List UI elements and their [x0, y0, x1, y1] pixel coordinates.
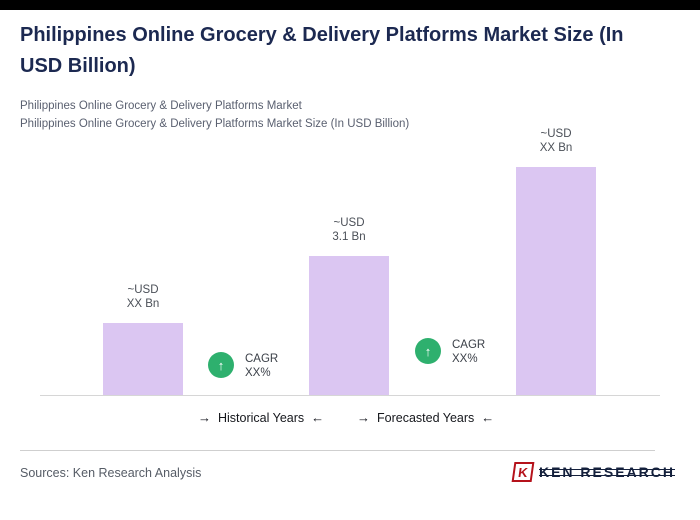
page-title: Philippines Online Grocery & Delivery Pl… [20, 24, 624, 77]
legend-forecasted-years: → Forecasted Years ← [357, 410, 494, 425]
bar-value-label: ~USD XX Bn [103, 283, 183, 311]
cagr-word: CAGR [452, 339, 486, 351]
ken-research-logo-icon: K [511, 462, 535, 482]
ken-research-logo: K KEN RESEARCH [511, 462, 675, 482]
bar-value-label: ~USD XX Bn [516, 127, 596, 155]
bar-value-line1: ~USD [127, 284, 159, 296]
bar-value-line2: 3.1 Bn [332, 231, 366, 243]
bar-value-label: ~USD 3.1 Bn [309, 216, 389, 244]
cagr-up-arrow-icon: ↑ [415, 338, 441, 364]
bar-current [309, 256, 389, 396]
chart-subtitles: Philippines Online Grocery & Delivery Pl… [20, 97, 640, 133]
footer-divider [20, 450, 655, 451]
bar-historical [103, 323, 183, 396]
legend-label: Historical Years [218, 410, 305, 425]
sources-text: Sources: Ken Research Analysis [20, 466, 202, 480]
cagr-label: CAGR XX% [245, 352, 278, 380]
cagr-label: CAGR XX% [452, 338, 485, 366]
bar-value-line2: XX Bn [539, 142, 573, 154]
chart-subtitle-line2: Philippines Online Grocery & Delivery Pl… [20, 118, 410, 130]
arrow-right-icon: → [198, 410, 211, 425]
legend-label: Forecasted Years [377, 410, 475, 425]
bar-value-line2: XX Bn [126, 298, 160, 310]
bar-forecast [516, 167, 596, 396]
arrow-right-icon: → [357, 410, 370, 425]
ken-research-logo-text: KEN RESEARCH [538, 464, 675, 480]
bar-value-line1: ~USD [540, 128, 572, 140]
cagr-value: XX% [245, 367, 271, 379]
arrow-left-icon: ← [311, 410, 325, 425]
cagr-up-arrow-icon: ↑ [208, 352, 234, 378]
legend-historical-years: → Historical Years ← [198, 410, 324, 425]
cagr-value: XX% [452, 353, 478, 365]
x-axis-line [40, 395, 660, 396]
cagr-word: CAGR [245, 353, 279, 365]
chart-subtitle-line1: Philippines Online Grocery & Delivery Pl… [20, 100, 302, 112]
arrow-left-icon: ← [481, 410, 495, 425]
up-arrow-glyph: ↑ [217, 357, 225, 373]
top-black-bar [0, 0, 700, 10]
bar-value-line1: ~USD [333, 217, 365, 229]
up-arrow-glyph: ↑ [424, 343, 432, 359]
